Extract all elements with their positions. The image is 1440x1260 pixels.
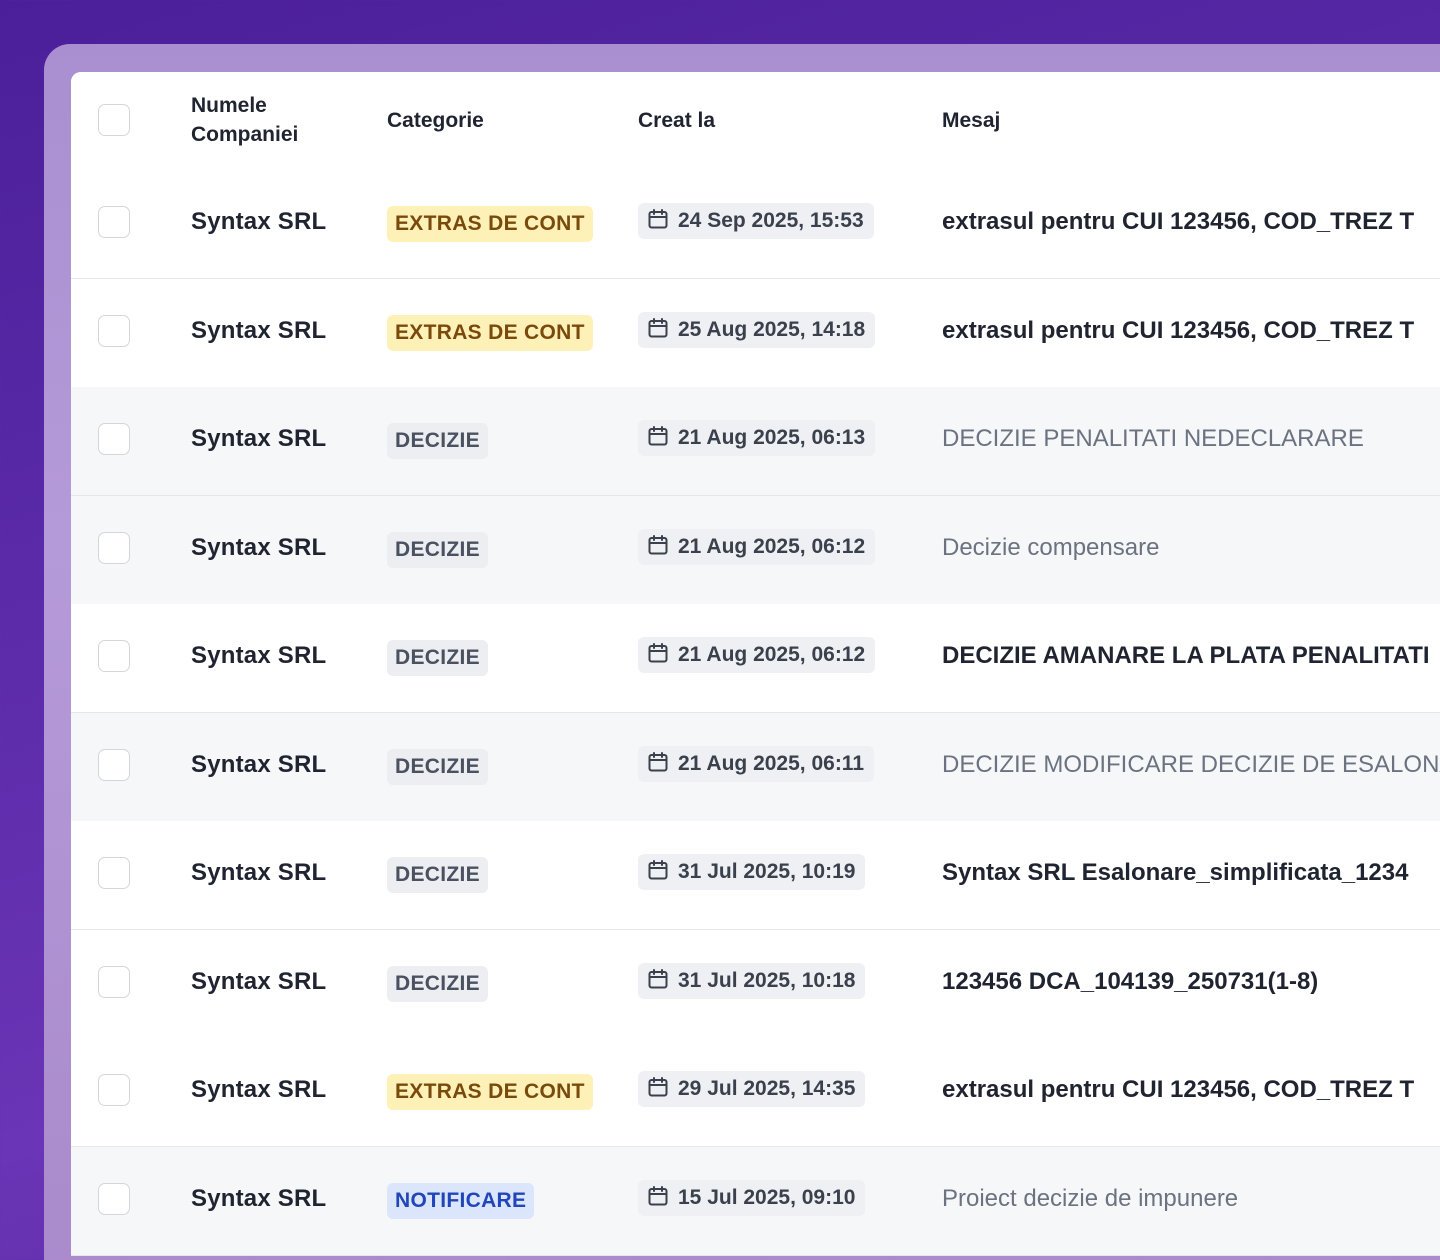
category-badge: NOTIFICARE xyxy=(387,1182,535,1219)
table-row[interactable]: Syntax SRL DECIZIE 21 Aug 2025, 06:12 Deciz… xyxy=(71,495,1440,605)
company-name: Syntax SRL xyxy=(191,859,327,886)
messages-table: Numele Companiei Categorie Creat la Mesa… xyxy=(71,72,1440,1256)
message-text[interactable]: DECIZIE PENALITATI NEDECLARARE xyxy=(942,425,1364,452)
table-row[interactable]: Syntax SRL DECIZIE 21 Aug 2025, 06:13 DECIZ… xyxy=(71,387,1440,496)
category-badge: EXTRAS DE CONT xyxy=(387,206,593,242)
calendar-icon xyxy=(646,860,678,883)
company-name: Syntax SRL xyxy=(191,316,327,344)
message-text[interactable]: DECIZIE AMANARE LA PLATA PENALITATI xyxy=(942,642,1430,669)
created-date-text: 15 Jul 2025, 09:10 xyxy=(678,1185,856,1209)
message-text[interactable]: Syntax SRL Esalonare_simplificata_1234 xyxy=(942,859,1409,886)
company-name: Syntax SRL xyxy=(191,642,327,669)
created-date-text: 24 Sep 2025, 15:53 xyxy=(678,209,864,232)
table-row[interactable]: Syntax SRL DECIZIE 31 Jul 2025, 10:19 Synta… xyxy=(71,821,1440,930)
created-date: 21 Aug 2025, 06:13 xyxy=(638,420,876,456)
message-text[interactable]: extrasul pentru CUI 123456, COD_TREZ T xyxy=(942,208,1415,235)
row-checkbox[interactable] xyxy=(98,1074,130,1106)
column-header-created[interactable]: Creat la xyxy=(638,109,716,132)
created-date: 31 Jul 2025, 10:18 xyxy=(638,962,866,999)
created-date-text: 21 Aug 2025, 06:12 xyxy=(678,534,866,558)
created-date-text: 21 Aug 2025, 06:12 xyxy=(678,643,866,666)
row-checkbox[interactable] xyxy=(98,965,130,998)
row-checkbox[interactable] xyxy=(98,640,130,672)
row-checkbox[interactable] xyxy=(98,314,130,347)
table-row[interactable]: Syntax SRL DECIZIE 31 Jul 2025, 10:18 12345… xyxy=(71,929,1440,1039)
created-date: 25 Aug 2025, 14:18 xyxy=(638,311,876,348)
category-badge: DECIZIE xyxy=(387,857,488,893)
row-checkbox[interactable] xyxy=(98,423,130,455)
column-header-company-line2: Companiei xyxy=(191,123,299,146)
category-badge: DECIZIE xyxy=(387,965,488,1002)
message-text[interactable]: Proiect decizie de impunere xyxy=(942,1184,1239,1212)
created-date-text: 29 Jul 2025, 14:35 xyxy=(678,1077,856,1100)
created-date: 24 Sep 2025, 15:53 xyxy=(638,203,874,239)
table-row[interactable]: Syntax SRL EXTRAS DE CONT 24 Sep 2025, 15:… xyxy=(71,170,1440,279)
calendar-icon xyxy=(646,426,678,449)
column-header-message[interactable]: Mesaj xyxy=(942,109,1001,132)
column-header-company[interactable]: Numele Companiei xyxy=(191,91,298,149)
row-checkbox[interactable] xyxy=(98,1182,130,1215)
calendar-icon xyxy=(646,209,678,232)
category-badge: DECIZIE xyxy=(387,531,488,568)
calendar-icon xyxy=(646,317,678,341)
column-header-category[interactable]: Categorie xyxy=(387,109,484,132)
company-name: Syntax SRL xyxy=(191,533,327,561)
table-row[interactable]: Syntax SRL DECIZIE 21 Aug 2025, 06:11 DECIZ… xyxy=(71,712,1440,822)
row-checkbox[interactable] xyxy=(98,206,130,238)
created-date-text: 31 Jul 2025, 10:19 xyxy=(678,860,856,883)
message-text[interactable]: extrasul pentru CUI 123456, COD_TREZ T xyxy=(942,1076,1415,1103)
calendar-icon xyxy=(646,751,678,775)
category-badge: DECIZIE xyxy=(387,423,488,459)
row-checkbox[interactable] xyxy=(98,748,130,781)
table-row[interactable]: Syntax SRL EXTRAS DE CONT 29 Jul 2025, 14:… xyxy=(71,1038,1440,1147)
company-name: Syntax SRL xyxy=(191,1076,327,1103)
created-date: 21 Aug 2025, 06:12 xyxy=(638,528,876,565)
calendar-icon xyxy=(646,968,678,992)
company-name: Syntax SRL xyxy=(191,1184,327,1212)
message-text[interactable]: Decizie compensare xyxy=(942,533,1160,561)
table-row[interactable]: Syntax SRL DECIZIE 21 Aug 2025, 06:12 DECIZ… xyxy=(71,604,1440,713)
category-badge: EXTRAS DE CONT xyxy=(387,1074,593,1110)
message-text[interactable]: DECIZIE MODIFICARE DECIZIE DE ESALONA xyxy=(942,750,1440,778)
message-text[interactable]: extrasul pentru CUI 123456, COD_TREZ T xyxy=(942,316,1415,344)
calendar-icon xyxy=(646,643,678,666)
created-date: 31 Jul 2025, 10:19 xyxy=(638,854,866,890)
category-badge: EXTRAS DE CONT xyxy=(387,314,593,351)
row-checkbox[interactable] xyxy=(98,531,130,564)
calendar-icon xyxy=(646,1185,678,1209)
created-date: 15 Jul 2025, 09:10 xyxy=(638,1179,866,1216)
calendar-icon xyxy=(646,534,678,558)
created-date-text: 25 Aug 2025, 14:18 xyxy=(678,317,866,341)
message-text[interactable]: 123456 DCA_104139_250731(1-8) xyxy=(942,967,1319,995)
table-row[interactable]: Syntax SRL NOTIFICARE 15 Jul 2025, 09:10 Pr… xyxy=(71,1146,1440,1256)
row-checkbox[interactable] xyxy=(98,857,130,889)
category-badge: DECIZIE xyxy=(387,640,488,676)
created-date: 29 Jul 2025, 14:35 xyxy=(638,1071,866,1107)
company-name: Syntax SRL xyxy=(191,967,327,995)
category-badge: DECIZIE xyxy=(387,748,488,785)
created-date-text: 21 Aug 2025, 06:13 xyxy=(678,426,866,449)
created-date: 21 Aug 2025, 06:12 xyxy=(638,637,876,673)
calendar-icon xyxy=(646,1077,678,1100)
company-name: Syntax SRL xyxy=(191,208,327,235)
created-date-text: 21 Aug 2025, 06:11 xyxy=(678,751,865,775)
table-header-row: Numele Companiei Categorie Creat la Mesa… xyxy=(71,72,1440,171)
created-date: 21 Aug 2025, 06:11 xyxy=(638,745,875,782)
table-row[interactable]: Syntax SRL EXTRAS DE CONT 25 Aug 2025, 14:… xyxy=(71,278,1440,388)
created-date-text: 31 Jul 2025, 10:18 xyxy=(678,968,856,992)
company-name: Syntax SRL xyxy=(191,750,327,778)
select-all-checkbox[interactable] xyxy=(98,104,130,136)
column-header-company-line1: Numele xyxy=(191,94,267,117)
company-name: Syntax SRL xyxy=(191,425,327,452)
